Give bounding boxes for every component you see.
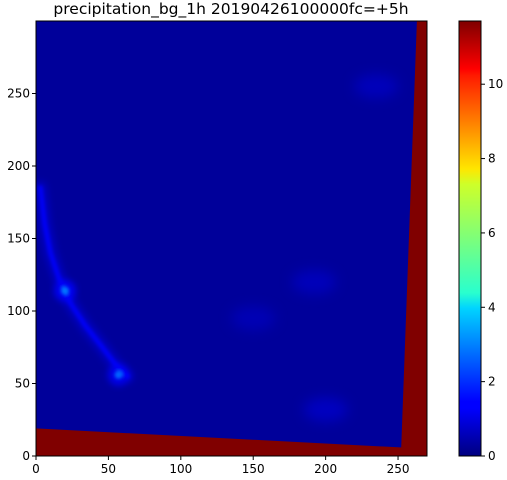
colorbar-tick-label: 4 bbox=[488, 300, 496, 314]
max-cell-2 bbox=[114, 370, 123, 379]
y-tick-label: 200 bbox=[7, 159, 30, 173]
nodata-bottom-band bbox=[36, 428, 427, 456]
colorbar bbox=[458, 20, 482, 457]
plot-area bbox=[36, 21, 427, 456]
x-axis: 0 50 100 150 200 250 bbox=[32, 456, 409, 476]
x-tick-label: 50 bbox=[101, 462, 116, 476]
x-tick-label: 150 bbox=[242, 462, 265, 476]
y-tick-label: 0 bbox=[22, 449, 30, 463]
weak-cell-4 bbox=[231, 306, 276, 331]
chart-title: precipitation_bg_1h 20190426100000fc=+5h bbox=[53, 0, 408, 19]
y-axis: 0 50 100 150 200 250 bbox=[7, 87, 36, 463]
weak-cell-3 bbox=[354, 74, 399, 99]
colorbar-tick-label: 0 bbox=[488, 449, 496, 463]
y-tick-label: 150 bbox=[7, 232, 30, 246]
colorbar-tick-label: 2 bbox=[488, 375, 496, 389]
x-tick-label: 0 bbox=[32, 462, 40, 476]
x-tick-label: 250 bbox=[387, 462, 410, 476]
weak-cell-2 bbox=[292, 270, 337, 294]
nodata-right-band bbox=[400, 21, 427, 456]
y-tick-label: 50 bbox=[15, 377, 30, 391]
colorbar-axis: 0 2 4 6 8 10 bbox=[481, 77, 503, 463]
colorbar-tick-label: 8 bbox=[488, 152, 496, 166]
y-tick-label: 100 bbox=[7, 304, 30, 318]
x-tick-label: 100 bbox=[169, 462, 192, 476]
colorbar-tick-label: 6 bbox=[488, 226, 496, 240]
x-tick-label: 200 bbox=[314, 462, 337, 476]
y-tick-label: 250 bbox=[7, 87, 30, 101]
rain-streak bbox=[37, 185, 130, 379]
max-cell-1 bbox=[60, 286, 69, 295]
weak-cell-1 bbox=[303, 397, 348, 422]
colorbar-tick-label: 10 bbox=[488, 77, 503, 91]
